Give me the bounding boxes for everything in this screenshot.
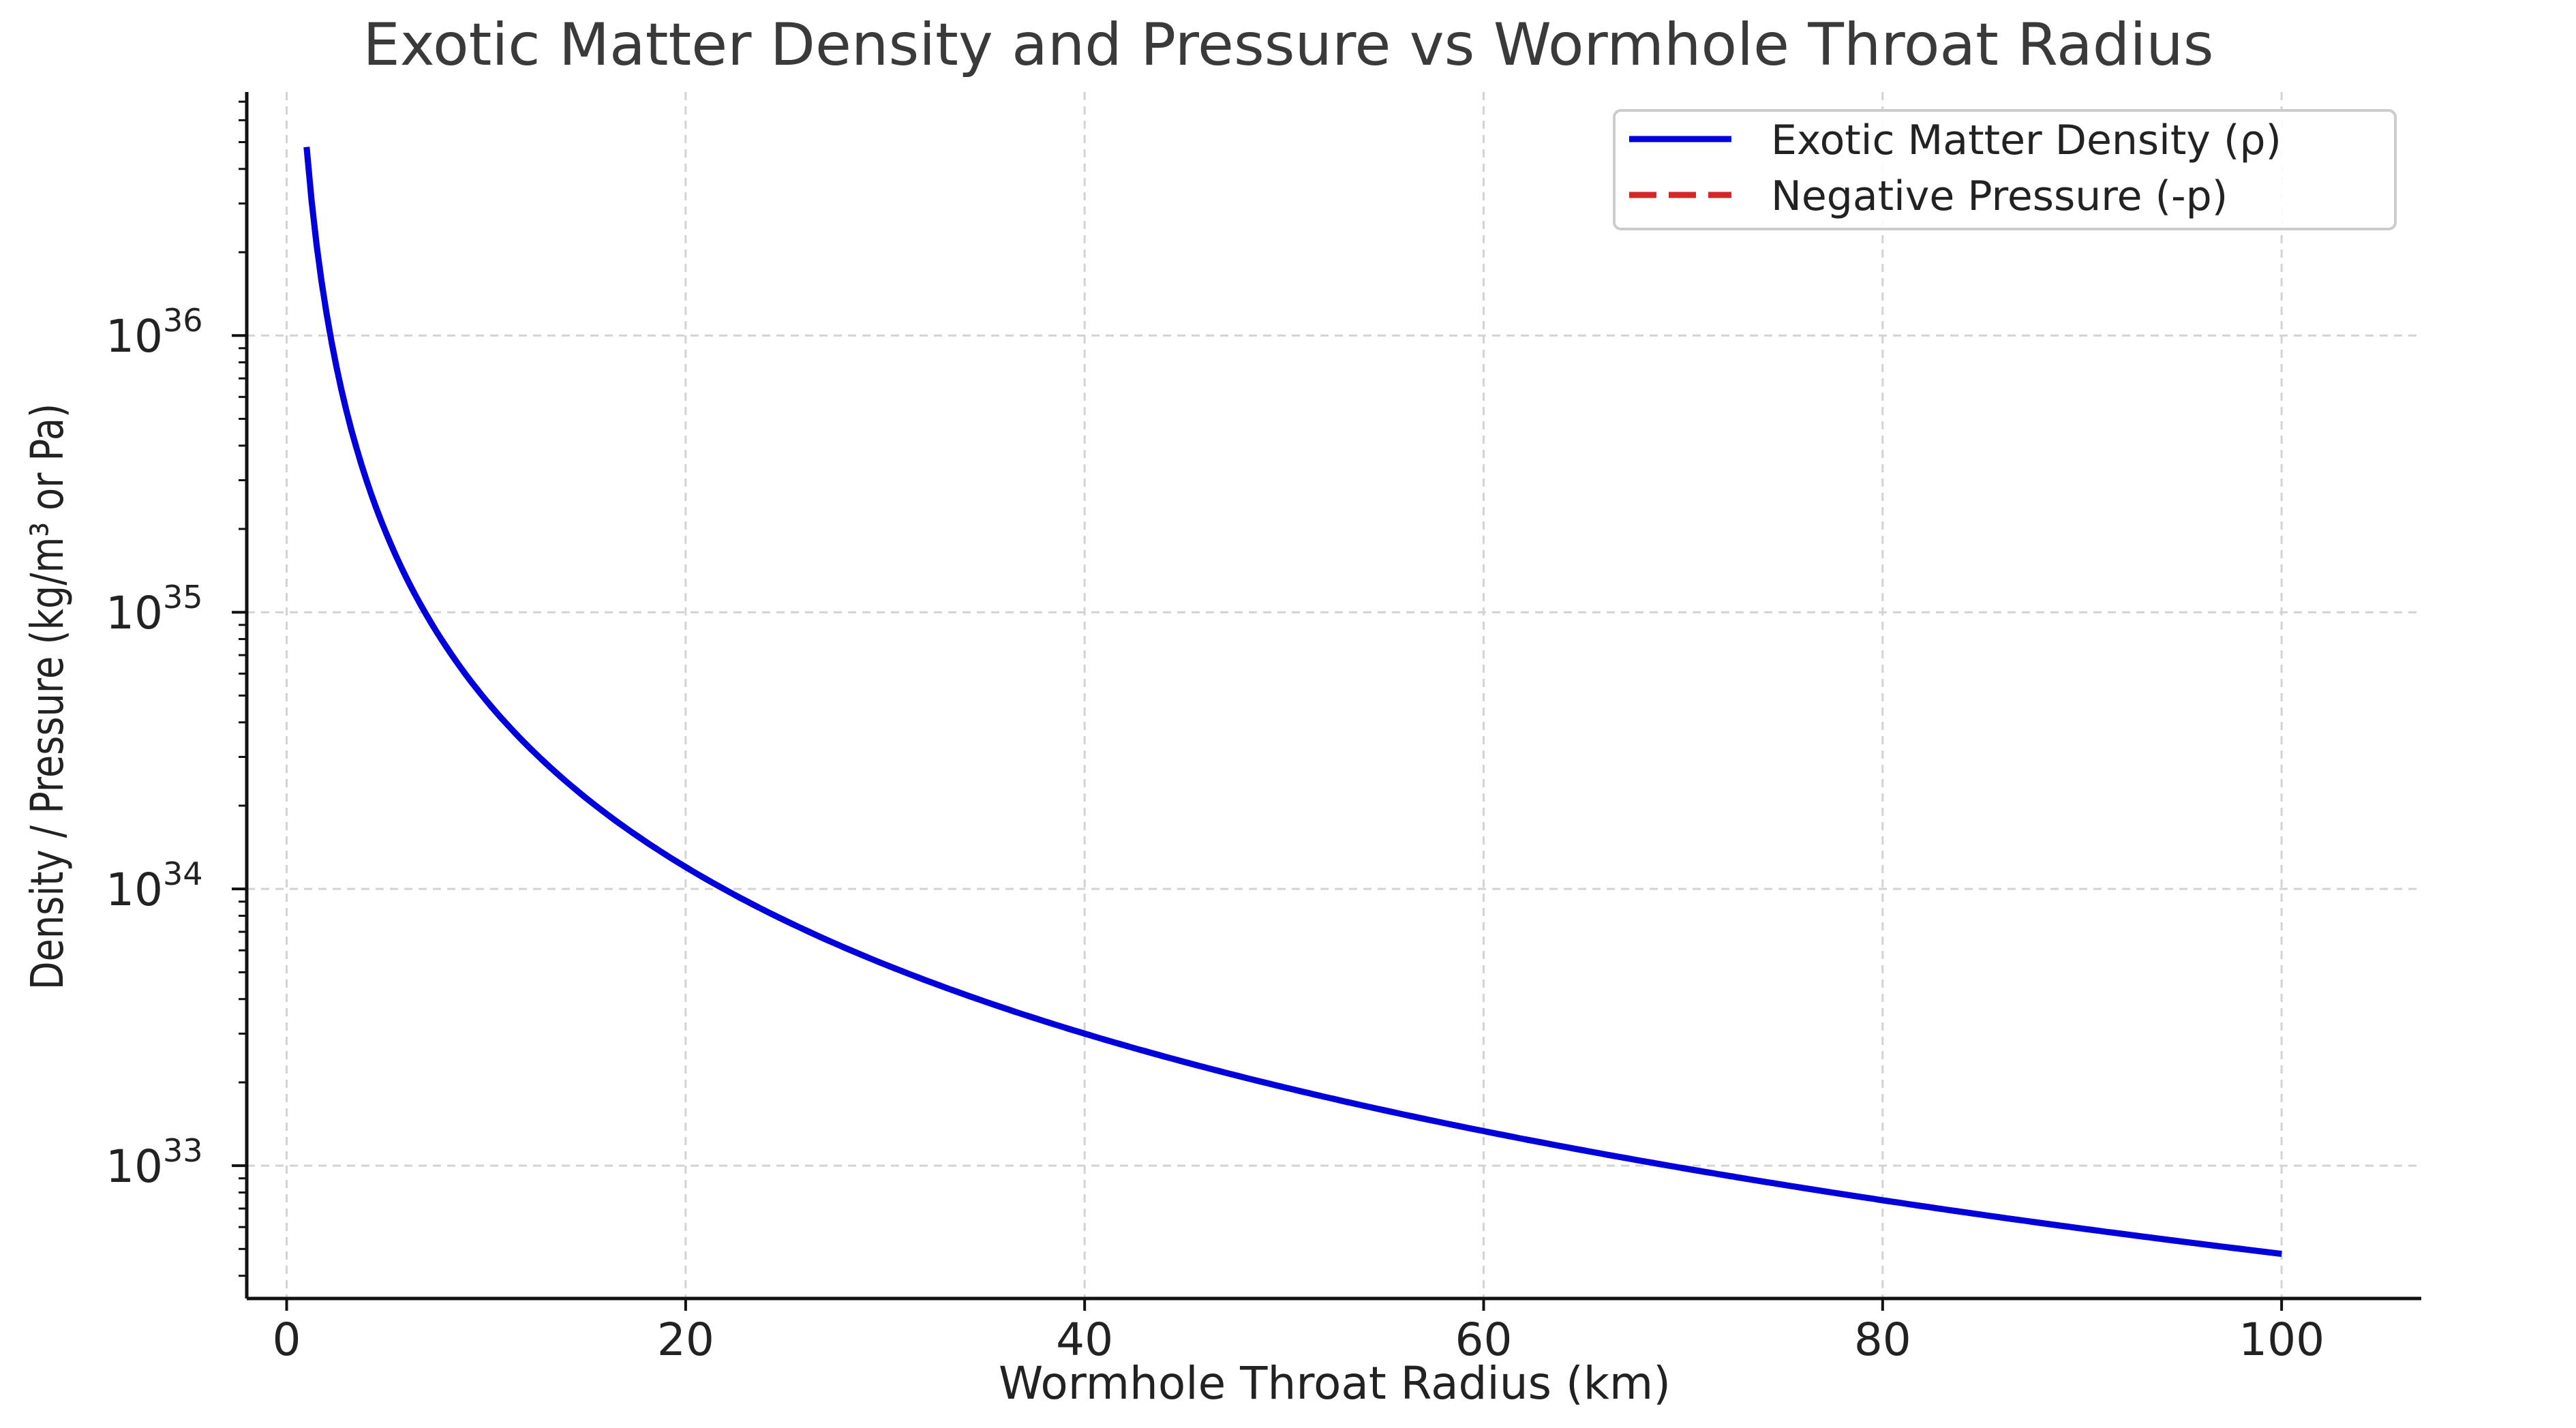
y-tick-label: 1035 (106, 579, 203, 639)
x-tick-label: 100 (2239, 1313, 2324, 1366)
chart-title: Exotic Matter Density and Pressure vs Wo… (363, 11, 2213, 79)
y-axis-label: Density / Pressure (kg/m³ or Pa) (22, 404, 74, 990)
series-layer (303, 147, 2282, 1257)
y-tick-label: 1033 (106, 1132, 203, 1193)
y-tick-label: 1034 (106, 855, 203, 916)
x-axis-label: Wormhole Throat Radius (km) (999, 1357, 1671, 1410)
legend-frame (1613, 109, 2397, 230)
grid (247, 92, 2421, 1298)
x-tick-label: 40 (1056, 1313, 1113, 1366)
legend: Exotic Matter Density (ρ) Negative Press… (1613, 109, 2397, 230)
x-tick-label: 20 (657, 1313, 714, 1366)
series-line-density (303, 147, 2282, 1257)
legend-label-pressure: Negative Pressure (-p) (1771, 172, 2228, 220)
y-tick-label: 1036 (106, 302, 203, 363)
axes: 0 20 40 60 80 100 1033 1034 1035 1036 (106, 92, 2421, 1366)
x-tick-label: 0 (273, 1313, 301, 1366)
legend-label-density: Exotic Matter Density (ρ) (1771, 117, 2282, 164)
x-tick-label: 60 (1455, 1313, 1513, 1366)
x-tick-label: 80 (1854, 1313, 1911, 1366)
